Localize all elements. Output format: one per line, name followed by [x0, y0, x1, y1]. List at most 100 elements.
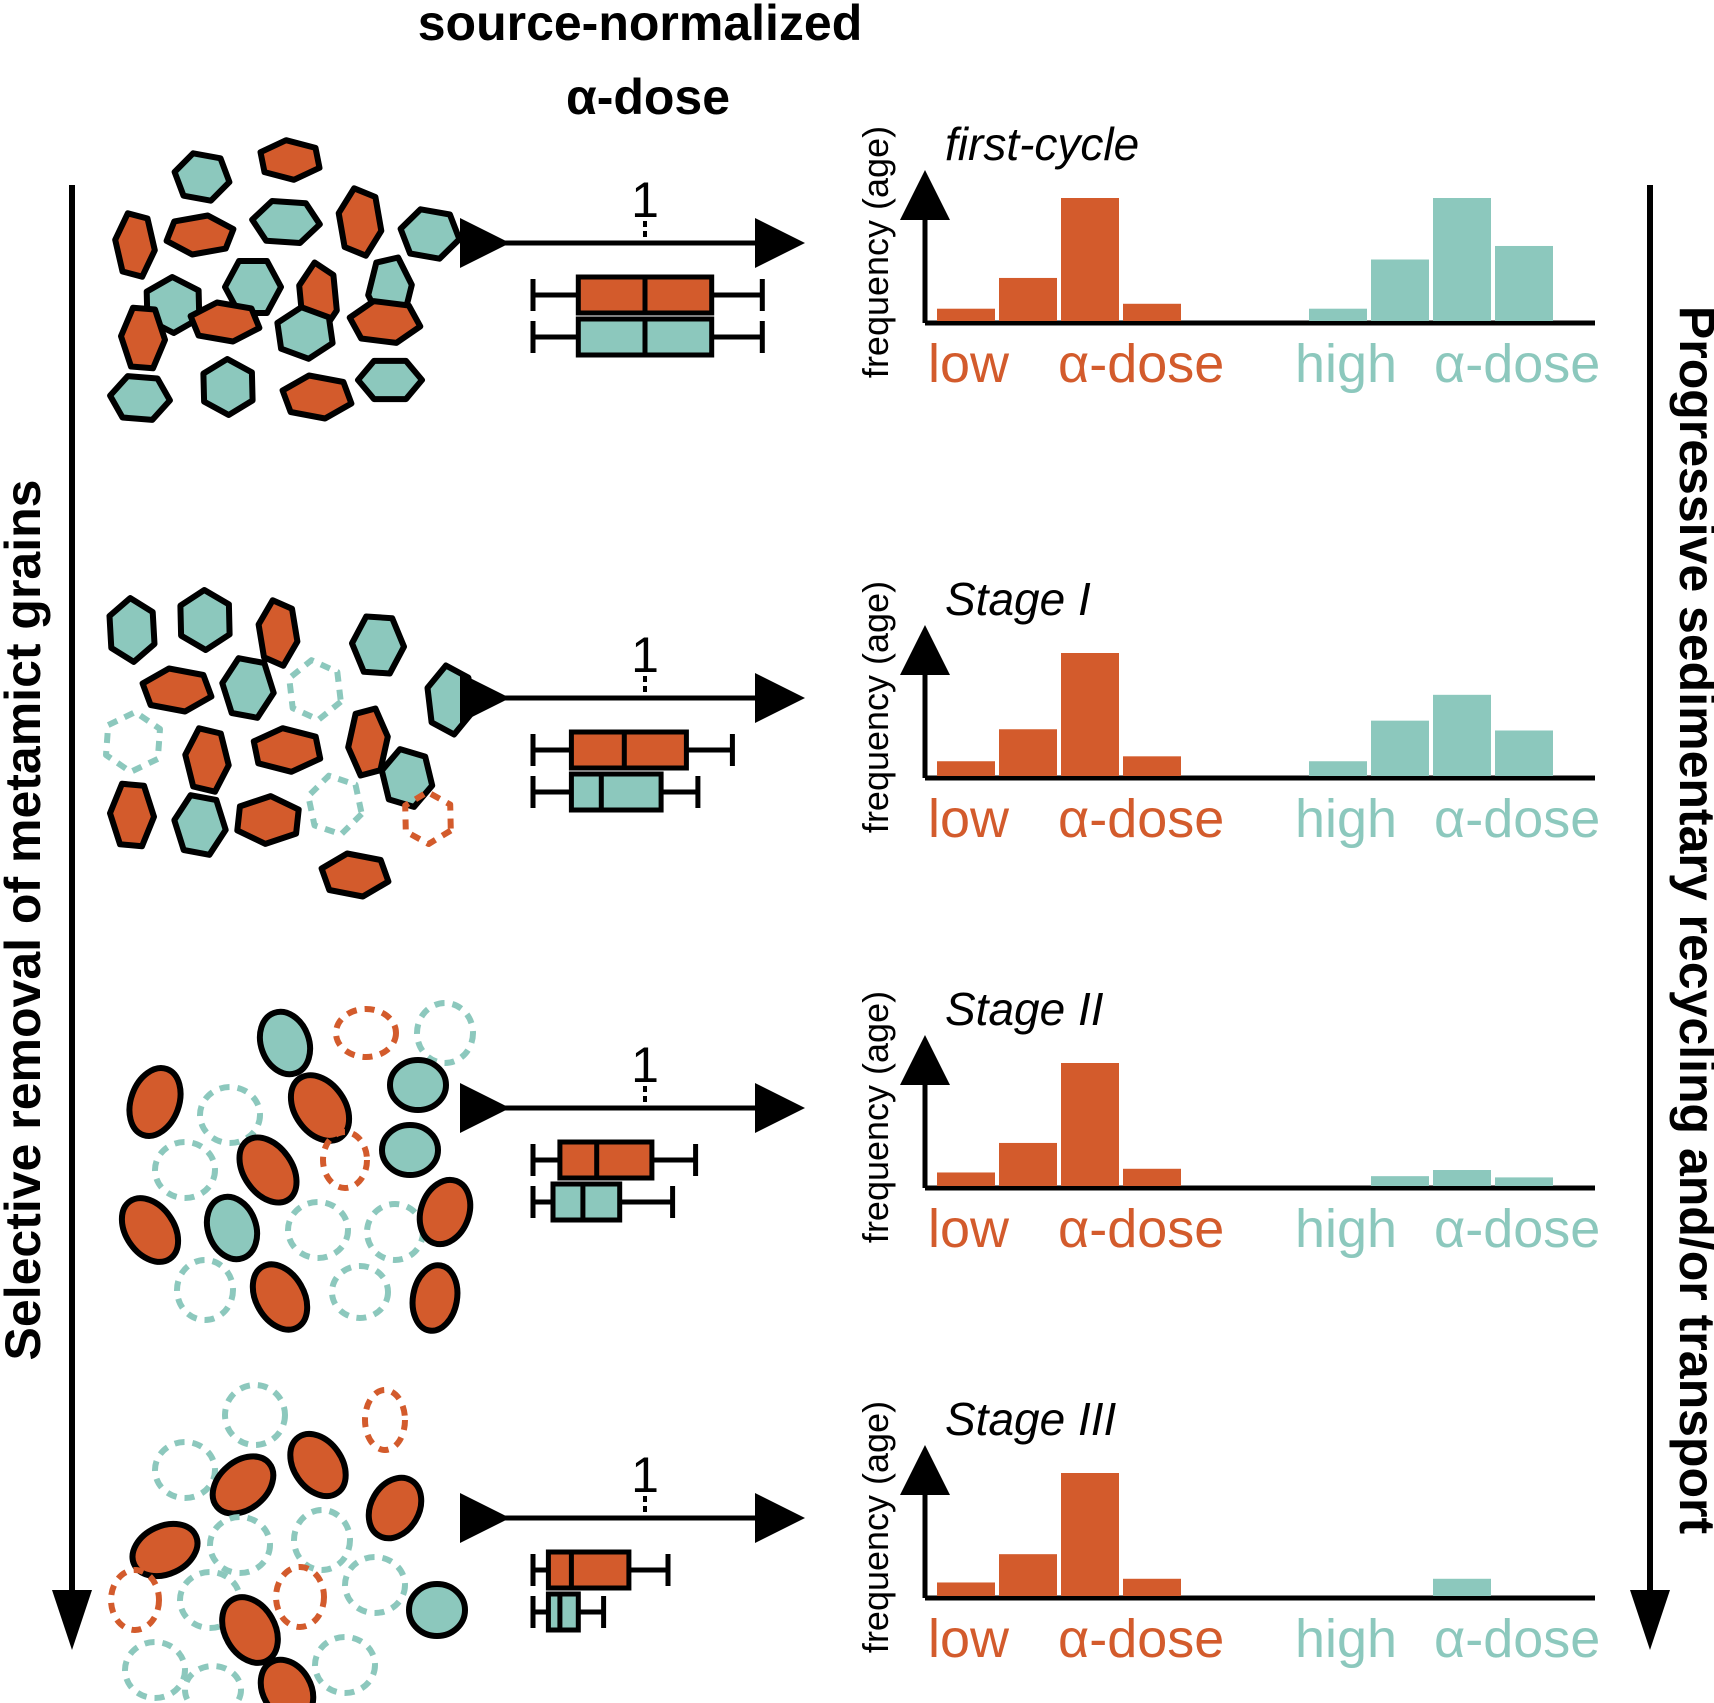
grain-17	[318, 850, 392, 900]
boxplot-high	[530, 316, 765, 358]
grain-15	[107, 373, 173, 423]
bar-high-2	[1433, 1578, 1491, 1596]
grain-9	[108, 1567, 162, 1633]
grain-13	[285, 1199, 351, 1261]
xlabel-high: high	[1295, 789, 1397, 849]
bar-low-3	[1123, 756, 1181, 776]
grain-18	[182, 1663, 244, 1703]
bar-low-1	[999, 1142, 1057, 1186]
bar-low-1	[999, 729, 1057, 776]
xlabel-high-dose: α-dose	[1434, 334, 1600, 394]
boxplot-center-label: 1	[631, 1037, 659, 1093]
grain-0	[106, 595, 158, 665]
grain-5	[286, 657, 344, 723]
bar-low-1	[999, 1554, 1057, 1596]
xlabel-low: low	[928, 789, 1010, 849]
boxplot-low	[530, 1549, 671, 1591]
bar-high-2	[1433, 694, 1491, 776]
iqr-box	[568, 729, 689, 771]
grain-11	[345, 705, 391, 779]
bar-high-1	[1371, 1176, 1429, 1186]
bar-low-3	[1123, 1578, 1181, 1596]
grain-9	[182, 725, 232, 795]
grain-5	[335, 185, 385, 259]
boxplot-low	[530, 1139, 699, 1181]
xlabel-low-dose: α-dose	[1058, 1199, 1224, 1259]
grain-13	[406, 1581, 468, 1639]
stage-panel-0: 1 frequency (age) first-cycle low α-dose high…	[460, 118, 1600, 394]
grain-1	[177, 587, 233, 653]
iqr-box	[557, 1139, 655, 1181]
boxplot-high	[530, 771, 701, 813]
grain-2	[112, 210, 158, 280]
xlabel-high-dose: α-dose	[1434, 789, 1600, 849]
grain-14	[364, 1201, 426, 1263]
grain-16	[312, 1634, 378, 1696]
grain-4	[249, 198, 323, 246]
bar-high-3	[1495, 730, 1553, 776]
grain-0	[222, 1382, 288, 1448]
iqr-box	[545, 1591, 581, 1633]
xlabel-high: high	[1295, 1199, 1397, 1259]
bar-high-1	[1371, 259, 1429, 321]
bar-high-3	[1495, 245, 1553, 321]
grain-18	[402, 789, 454, 847]
iqr-box	[550, 1181, 623, 1223]
grain-14	[346, 298, 424, 346]
grain-7	[207, 1514, 273, 1576]
bar-high-2	[1433, 1170, 1491, 1186]
hist-title: first-cycle	[945, 118, 1139, 170]
header-line2: α-dose	[566, 69, 730, 125]
xlabel-low: low	[928, 1609, 1010, 1669]
bar-low-3	[1123, 303, 1181, 321]
hist-title: Stage III	[945, 1393, 1117, 1445]
bar-low-0	[937, 308, 995, 321]
grain-cluster-first-cycle	[107, 137, 463, 423]
grain-4	[287, 1430, 349, 1500]
grain-3	[126, 1065, 184, 1139]
grain-1	[257, 137, 323, 183]
grain-19	[409, 1262, 461, 1334]
xlabel-high: high	[1295, 334, 1397, 394]
xlabel-low-dose: α-dose	[1058, 334, 1224, 394]
grain-17	[257, 1656, 317, 1703]
stage-panel-3: 1 frequency (age) Stage III low α-dose high α-…	[460, 1393, 1600, 1669]
bar-low-3	[1123, 1168, 1181, 1186]
header-line1: source-normalized	[418, 0, 863, 51]
grain-16	[174, 1257, 236, 1323]
grain-17	[249, 1261, 311, 1333]
grain-2	[255, 597, 301, 669]
xlabel-high-dose: α-dose	[1434, 1199, 1600, 1259]
grain-10	[379, 1122, 441, 1178]
grain-11	[118, 304, 168, 372]
hist-ylabel: frequency (age)	[855, 581, 896, 833]
hist-title: Stage I	[945, 573, 1091, 625]
bar-low-0	[937, 1582, 995, 1596]
bar-low-2	[1061, 1473, 1119, 1596]
grain-14	[234, 793, 302, 847]
bar-high-0	[1309, 761, 1367, 776]
stage-panel-1: 1 frequency (age) Stage I low α-dose high α-do…	[460, 573, 1600, 849]
left-axis-label: Selective removal of metamict grains	[0, 480, 51, 1361]
grain-7	[152, 1139, 218, 1201]
grain-6	[397, 206, 463, 262]
iqr-box	[568, 771, 664, 813]
boxplot-center-label: 1	[631, 172, 659, 228]
boxplot-high	[530, 1591, 607, 1633]
grain-12	[187, 299, 263, 345]
grain-cluster-stage-1	[103, 587, 476, 900]
bar-high-3	[1495, 1177, 1553, 1186]
grain-4	[197, 1084, 263, 1146]
xlabel-low-dose: α-dose	[1058, 789, 1224, 849]
grain-11	[118, 1195, 182, 1265]
grain-6	[129, 1520, 201, 1580]
grain-10	[250, 725, 324, 775]
grain-1	[362, 1387, 408, 1453]
grain-3	[209, 1453, 277, 1517]
grain-8	[236, 1134, 300, 1206]
grain-0	[256, 1008, 314, 1078]
grain-8	[291, 1507, 353, 1573]
grain-3	[163, 212, 237, 258]
bar-high-0	[1309, 308, 1367, 321]
